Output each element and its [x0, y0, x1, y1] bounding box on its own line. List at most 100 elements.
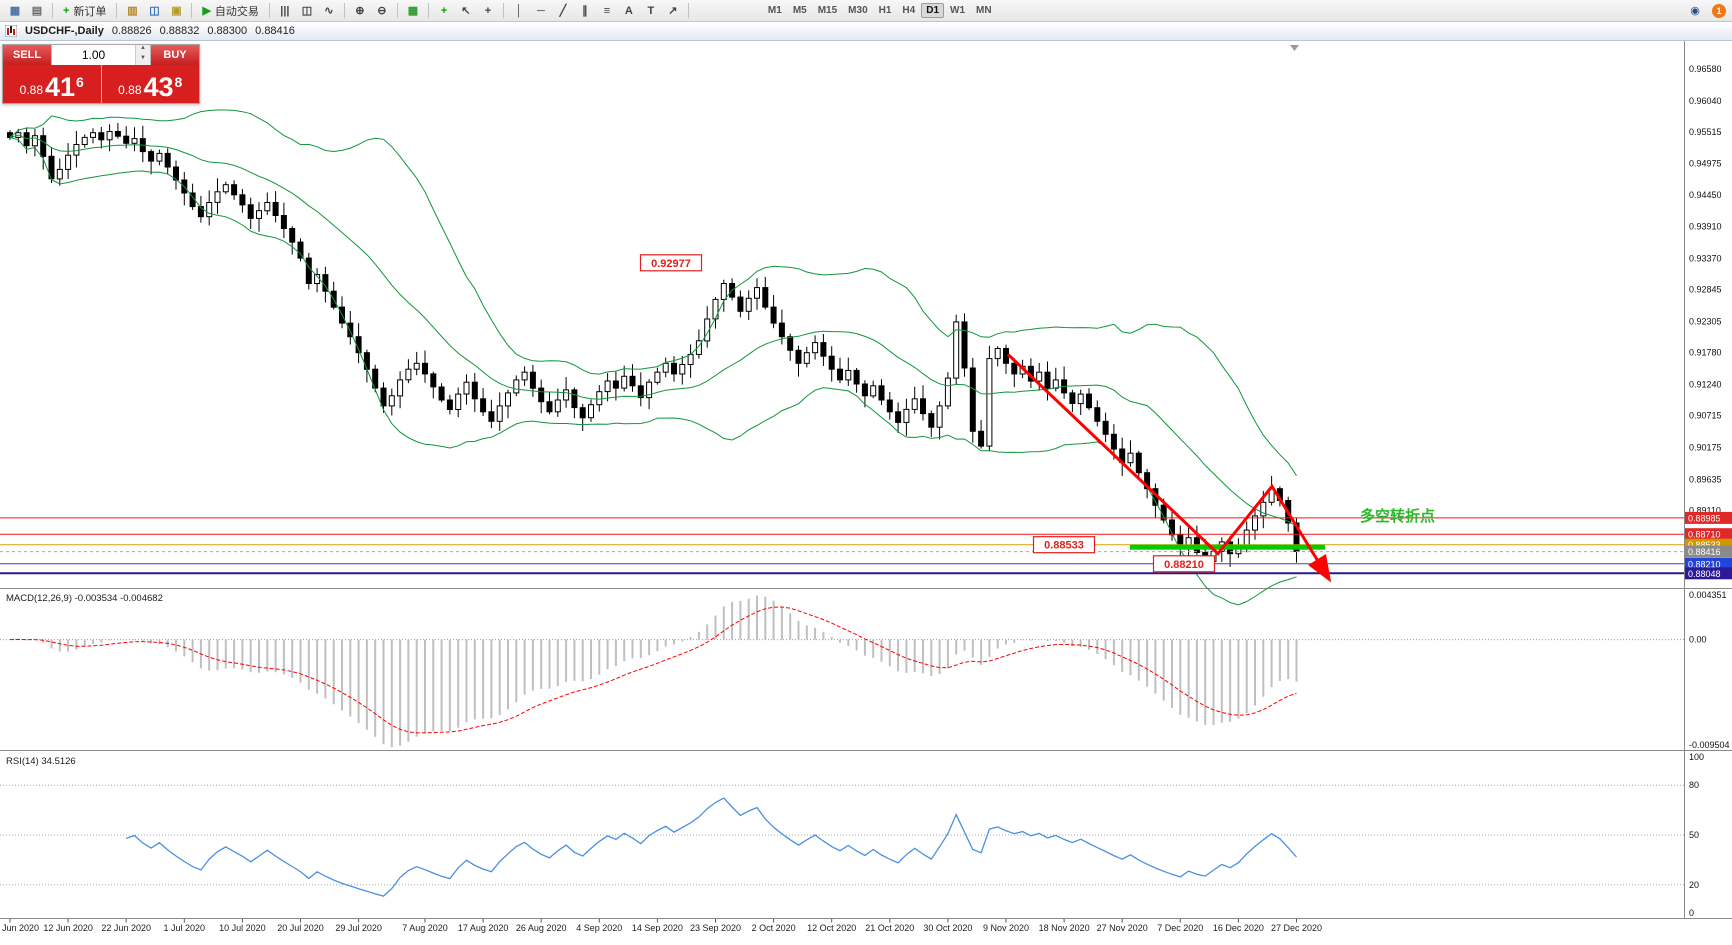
price-callout[interactable]: 0.92977 — [639, 254, 703, 272]
channel-icon[interactable]: ∥ — [575, 2, 595, 20]
support-zone-line[interactable] — [1130, 544, 1325, 550]
text-icon[interactable]: A — [619, 2, 639, 20]
macd-scale-label: 0.004351 — [1689, 590, 1727, 600]
line-chart-icon-glyph: ∿ — [324, 5, 334, 17]
terminal-icon[interactable]: ◫ — [144, 2, 164, 20]
date-label: 27 Nov 2020 — [1097, 923, 1148, 933]
date-label: 7 Aug 2020 — [402, 923, 448, 933]
candles-chart-icon[interactable]: ◫ — [297, 2, 317, 20]
crosshair-icon-glyph: + — [484, 4, 492, 17]
timeframe-m1[interactable]: M1 — [767, 5, 782, 16]
line-chart-icon[interactable]: ∿ — [319, 2, 339, 20]
toolbar-separator — [687, 3, 689, 18]
price-callout-text: 0.88533 — [1044, 540, 1084, 552]
buy-button[interactable]: BUY — [151, 45, 199, 65]
timeframe-m30[interactable]: M30 — [848, 5, 868, 16]
zoom-in-icon[interactable]: ⊕ — [350, 2, 370, 20]
price-scale-label: 0.91780 — [1689, 348, 1722, 358]
buy-price[interactable]: 0.88 43 8 — [102, 65, 200, 103]
date-label: 1 Jul 2020 — [164, 923, 206, 933]
arrows-icon[interactable]: ↗ — [663, 2, 683, 20]
price-tag-text: 0.88533 — [1688, 540, 1721, 550]
date-axis[interactable]: Jun 2020 12 Jun 2020 22 Jun 2020 1 Jul 2020… — [2, 919, 1322, 933]
timeframe-h4[interactable]: H4 — [902, 5, 916, 16]
horizontal-line-icon[interactable]: ─ — [531, 2, 551, 20]
price-callout-text: 0.92977 — [651, 258, 691, 270]
bollinger-upper — [9, 109, 1297, 476]
cursor-icon[interactable]: ↖ — [456, 2, 476, 20]
sell-price-big: 41 — [45, 72, 76, 102]
new-chart-icon[interactable]: ▦ — [5, 2, 25, 20]
channel-icon-glyph: ∥ — [582, 5, 588, 17]
date-label: 14 Sep 2020 — [632, 923, 683, 933]
turning-point-label[interactable]: 多空转折点 — [1360, 507, 1435, 525]
price-tag: 0.88710 — [1685, 528, 1732, 541]
vertical-line-icon[interactable]: │ — [509, 2, 529, 20]
bollinger-middle — [9, 134, 1297, 527]
indicators-icon[interactable]: + — [434, 2, 454, 20]
volume-down-icon[interactable]: ▼ — [136, 55, 150, 65]
label-icon[interactable]: T — [641, 2, 661, 20]
volume-up-icon[interactable]: ▲ — [136, 45, 150, 55]
ohlc-open: 0.88826 — [111, 25, 152, 37]
trend-arrow[interactable] — [1006, 353, 1332, 583]
sell-price[interactable]: 0.88 41 6 — [3, 65, 102, 103]
volume-stepper[interactable]: ▲ ▼ — [51, 45, 151, 65]
timeframe-h1[interactable]: H1 — [878, 5, 892, 16]
autotrading-button-label: 自动交易 — [214, 5, 259, 18]
date-label: 12 Jun 2020 — [43, 923, 93, 933]
timeframe-m5[interactable]: M5 — [792, 5, 807, 16]
text-icon-glyph: A — [624, 4, 633, 17]
cursor-icon-glyph: ↖ — [461, 5, 471, 17]
price-scale-label: 0.94975 — [1689, 159, 1722, 169]
crosshair-icon[interactable]: + — [478, 2, 498, 20]
autotrading-button[interactable]: ▶ 自动交易 — [197, 2, 263, 20]
price-tag-box — [1685, 511, 1732, 524]
fibonacci-icon[interactable]: ≡ — [597, 2, 617, 20]
price-callout-text: 0.88210 — [1164, 559, 1204, 571]
zoom-out-icon[interactable]: ⊖ — [372, 2, 392, 20]
price-callout-box — [639, 254, 703, 272]
price-callout[interactable]: 0.88533 — [1032, 536, 1096, 554]
rsi-scale-label: 20 — [1689, 880, 1699, 890]
candles-chart-icon-glyph: ◫ — [301, 5, 313, 17]
timeframe-mn[interactable]: MN — [976, 5, 992, 16]
market-depth-icon[interactable]: ▥ — [122, 2, 142, 20]
toolbar-separator — [268, 3, 270, 18]
connection-icon[interactable]: ◉ — [1690, 5, 1700, 17]
price-scale[interactable]: 0.96580 0.96040 0.95515 0.94975 0.94450 0.939… — [1685, 64, 1732, 918]
toolbar-separator — [343, 3, 345, 18]
new-order-button[interactable]: + 新订单 — [58, 2, 111, 20]
ohlc-close: 0.88416 — [255, 25, 295, 37]
price-scale-label: 0.90715 — [1689, 411, 1722, 421]
volume-input[interactable] — [52, 45, 135, 65]
toolbar-separator — [502, 3, 504, 18]
tile-windows-icon[interactable]: ▦ — [403, 2, 423, 20]
sell-button[interactable]: SELL — [3, 45, 51, 65]
date-label: 9 Nov 2020 — [983, 923, 1029, 933]
date-label: 17 Aug 2020 — [458, 923, 509, 933]
trendline-icon-glyph: ╱ — [559, 5, 567, 17]
notifications-badge[interactable]: 1 — [1712, 3, 1726, 18]
price-callout[interactable]: 0.88210 — [1152, 555, 1216, 573]
toolbar-separator — [427, 3, 429, 18]
window-list-icon[interactable]: ▤ — [27, 2, 47, 20]
macd-label: MACD(12,26,9) -0.003534 -0.004682 — [6, 593, 163, 604]
timeframe-m15[interactable]: M15 — [817, 5, 838, 16]
price-tag-box — [1685, 567, 1732, 580]
date-label: 20 Jul 2020 — [277, 923, 324, 933]
timeframe-w1[interactable]: W1 — [950, 5, 966, 16]
tile-windows-icon-glyph: ▦ — [407, 5, 419, 17]
rsi-scale-label: 80 — [1689, 780, 1699, 790]
chart-title: USDCHF-,Daily — [25, 25, 104, 37]
date-label: 18 Nov 2020 — [1039, 923, 1090, 933]
ohlc-low: 0.88300 — [207, 25, 248, 37]
toolbar: ▦ ▤ + 新订单 ▥ ◫ ▣ ▶ 自动交易 ||| ◫ ∿ ⊕ ⊖ ▦ + ↖ + │ ─ ╱ ∥ ≡ A T ↗ M1 M5 M15… — [0, 0, 1732, 22]
buy-price-big: 43 — [143, 72, 174, 102]
mailbox-icon[interactable]: ▣ — [166, 2, 186, 20]
chart-shift-marker — [1290, 45, 1299, 51]
trendline-icon[interactable]: ╱ — [553, 2, 573, 20]
bars-chart-icon[interactable]: ||| — [275, 2, 295, 20]
timeframe-d1[interactable]: D1 — [921, 3, 945, 18]
